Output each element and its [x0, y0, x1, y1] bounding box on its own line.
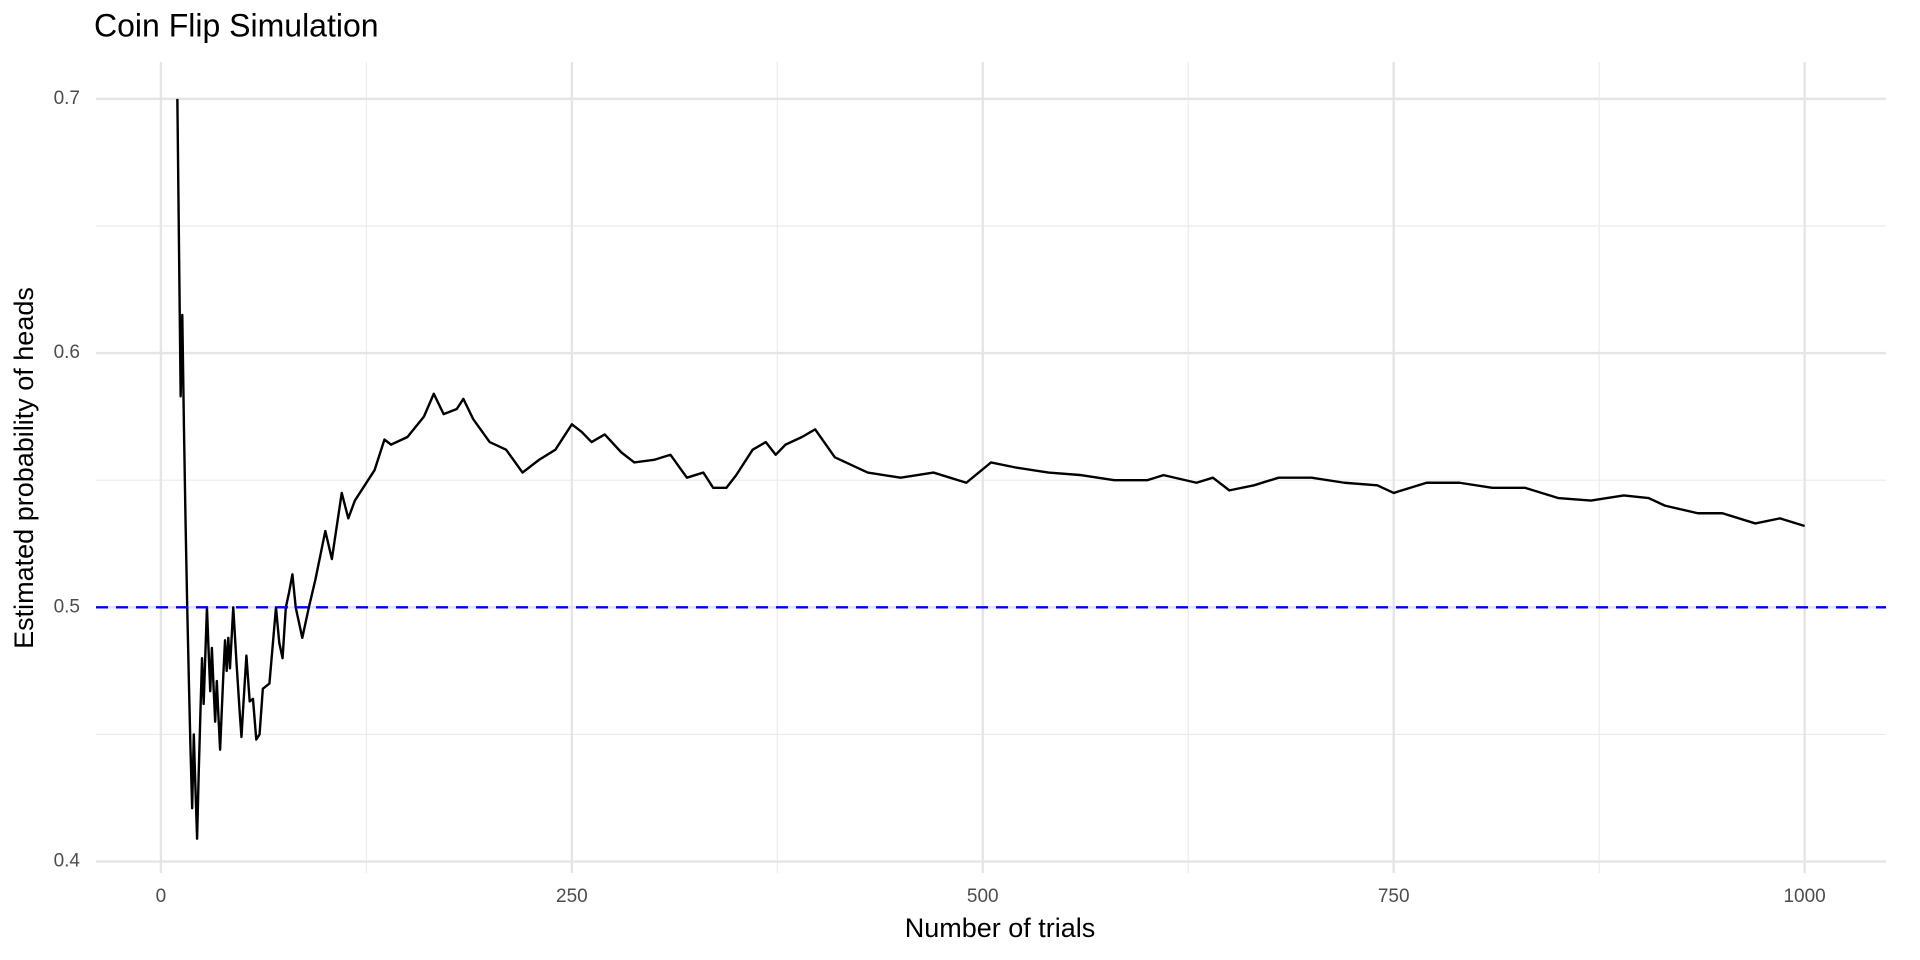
x-tick-label: 1000 [1783, 886, 1825, 907]
y-tick-label: 0.6 [54, 342, 80, 363]
y-tick-label: 0.5 [54, 596, 80, 617]
data-line [176, 98, 1805, 840]
x-tick-label: 250 [556, 886, 588, 907]
y-tick-label: 0.4 [54, 851, 81, 872]
y-axis-title: Estimated probability of heads [9, 287, 39, 649]
x-tick-label: 750 [1378, 886, 1410, 907]
x-tick-label: 500 [967, 886, 999, 907]
y-tick-label: 0.7 [54, 88, 80, 109]
x-tick-label: 0 [156, 886, 167, 907]
x-axis-title: Number of trials [905, 913, 1096, 943]
chart-title: Coin Flip Simulation [94, 7, 379, 43]
